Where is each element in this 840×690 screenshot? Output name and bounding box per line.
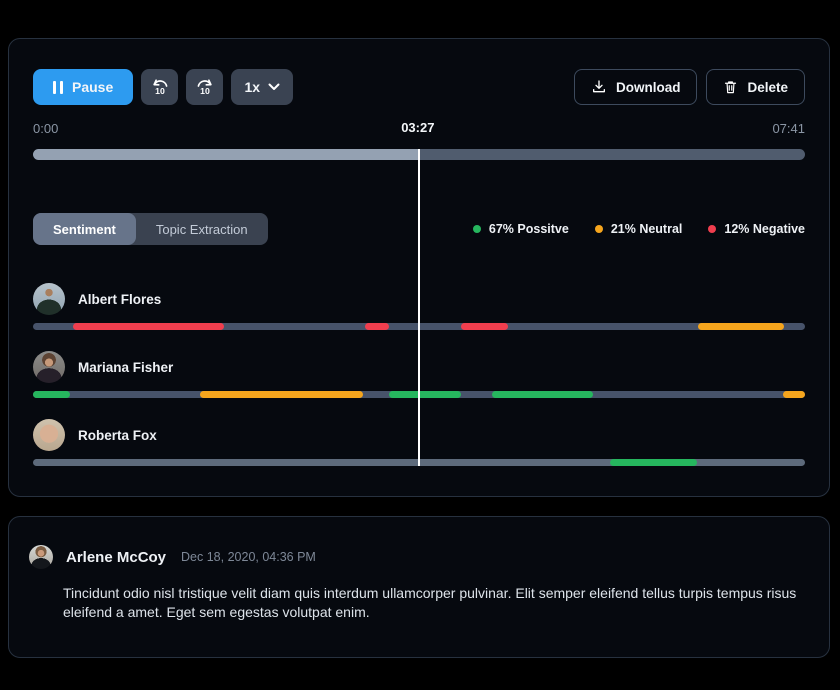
sentiment-segment-negative [73, 323, 224, 330]
commenter-avatar [29, 545, 53, 569]
download-icon [592, 80, 605, 93]
legend-neutral-label: 21% Neutral [610, 222, 683, 236]
chevron-down-icon [268, 83, 280, 90]
sentiment-segment-neutral [783, 391, 805, 398]
negative-dot-icon [708, 225, 717, 233]
commenter-name: Arlene McCoy [66, 548, 167, 566]
sentiment-segment-positive [492, 391, 594, 398]
tab-sentiment[interactable]: Sentiment [33, 213, 136, 245]
positive-dot-icon [472, 225, 481, 233]
transcript-panel: Arlene McCoy Dec 18, 2020, 04:36 PM Tinc… [8, 516, 830, 658]
legend-negative-label: 12% Negative [724, 222, 805, 236]
trash-icon [725, 81, 737, 94]
skip-forward-10-button[interactable]: 10 [186, 69, 224, 105]
tab-topic-extraction[interactable]: Topic Extraction [155, 221, 248, 237]
time-duration: 07:41 [772, 121, 805, 136]
player-panel: Pause 10 10 1x [8, 38, 830, 497]
time-current: 03:27 [401, 120, 435, 135]
pause-icon [53, 80, 63, 94]
svg-text:10: 10 [155, 86, 165, 96]
neutral-dot-icon [594, 225, 603, 233]
sentiment-segment-positive [609, 459, 697, 466]
speaker-avatar [33, 419, 65, 451]
legend-negative: 12% Negative [708, 222, 805, 236]
transcript-text: Tincidunt odio nisl tristique velit diam… [63, 585, 797, 620]
sentiment-segment-neutral [199, 391, 364, 398]
speaker-name: Albert Flores [78, 291, 162, 307]
sentiment-segment-negative [364, 323, 389, 330]
player-toolbar: Pause 10 10 1x [9, 39, 829, 105]
playback-speed-dropdown[interactable]: 1x [231, 69, 294, 105]
speaker-name: Roberta Fox [78, 427, 157, 443]
legend-positive-label: 67% Possitve [488, 222, 569, 236]
analysis-area: 0:00 03:27 07:41 Sentiment Topic Extract… [33, 119, 805, 466]
playhead-line[interactable] [417, 149, 420, 466]
forward-10-icon: 10 [197, 79, 212, 96]
sentiment-segment-positive [33, 391, 71, 398]
legend-positive: 67% Possitve [472, 222, 569, 236]
analysis-tabs: Sentiment Topic Extraction [33, 213, 268, 245]
seek-bar-fill [33, 149, 418, 160]
speaker-avatar [33, 351, 65, 383]
rewind-10-icon: 10 [153, 79, 168, 96]
delete-label: Delete [747, 79, 788, 95]
skip-back-10-button[interactable]: 10 [141, 69, 179, 105]
sentiment-legend: 67% Possitve 21% Neutral 12% Negative [472, 222, 805, 236]
delete-button[interactable]: Delete [706, 69, 805, 105]
time-elapsed: 0:00 [33, 121, 59, 136]
time-labels: 0:00 03:27 07:41 [33, 119, 805, 139]
comment-timestamp: Dec 18, 2020, 04:36 PM [181, 550, 316, 564]
svg-text:10: 10 [200, 86, 210, 96]
download-label: Download [615, 79, 681, 95]
sentiment-segment-negative [461, 323, 508, 330]
pause-label: Pause [72, 79, 114, 95]
legend-neutral: 21% Neutral [594, 222, 683, 236]
speaker-avatar [33, 283, 65, 315]
download-button[interactable]: Download [573, 69, 698, 105]
pause-button[interactable]: Pause [33, 69, 134, 105]
speaker-name: Mariana Fisher [78, 359, 174, 375]
sentiment-segment-neutral [698, 323, 785, 330]
sentiment-segment-positive [388, 391, 461, 398]
speed-label: 1x [244, 79, 261, 95]
